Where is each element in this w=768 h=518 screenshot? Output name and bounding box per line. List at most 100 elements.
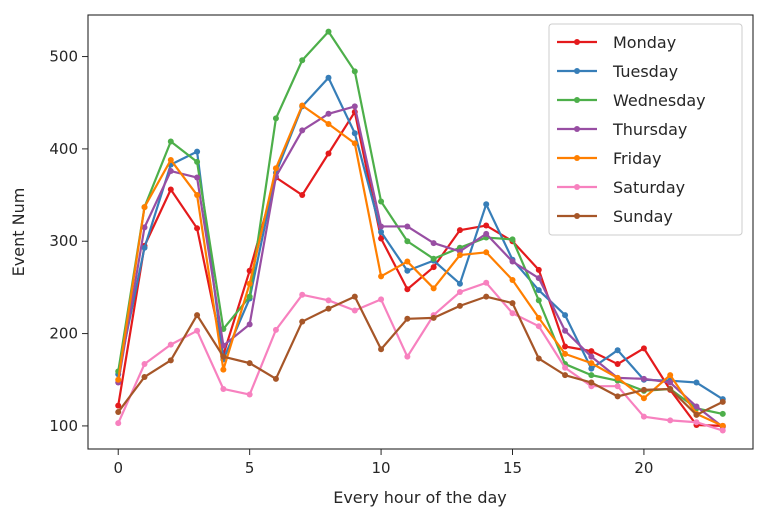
data-point-tuesday — [693, 379, 700, 386]
legend-box — [548, 23, 743, 236]
data-point-sunday — [483, 293, 490, 300]
data-point-sunday — [378, 346, 385, 353]
data-point-thursday — [141, 224, 148, 231]
data-point-saturday — [378, 296, 385, 303]
data-point-thursday — [483, 230, 490, 237]
data-point-wednesday — [588, 372, 595, 379]
data-point-sunday — [272, 375, 279, 382]
data-point-tuesday — [535, 287, 542, 294]
data-point-tuesday — [588, 365, 595, 372]
data-point-monday — [456, 227, 463, 234]
data-point-friday — [194, 192, 201, 199]
data-point-thursday — [640, 375, 647, 382]
data-point-thursday — [220, 342, 227, 349]
legend-label-wednesday: Wednesday — [613, 91, 706, 110]
data-point-thursday — [562, 327, 569, 334]
data-point-friday — [509, 277, 516, 284]
data-point-saturday — [246, 391, 253, 398]
data-point-thursday — [299, 127, 306, 134]
data-point-wednesday — [299, 57, 306, 64]
data-point-sunday — [404, 315, 411, 322]
legend-label-monday: Monday — [613, 33, 676, 52]
data-point-sunday — [667, 385, 674, 392]
data-point-sunday — [141, 373, 148, 380]
y-axis-label: Event Num — [9, 188, 28, 277]
data-point-tuesday — [614, 347, 621, 354]
data-point-sunday — [588, 379, 595, 386]
data-point-sunday — [562, 372, 569, 379]
x-axis-ticks: 0 5 10 15 20 — [113, 449, 653, 477]
data-point-friday — [141, 204, 148, 211]
legend-label-sunday: Sunday — [613, 207, 673, 226]
data-point-wednesday — [430, 255, 437, 262]
data-point-saturday — [614, 383, 621, 390]
data-point-monday — [640, 345, 647, 352]
data-point-sunday — [509, 300, 516, 307]
data-point-tuesday — [194, 148, 201, 155]
data-point-friday — [719, 422, 726, 429]
data-point-saturday — [115, 420, 122, 427]
x-tick-label: 5 — [245, 459, 255, 477]
data-point-thursday — [351, 103, 358, 110]
series-line-tuesday — [117, 76, 724, 401]
data-point-saturday — [535, 323, 542, 330]
legend-marker-tuesday — [574, 68, 580, 74]
data-point-wednesday — [404, 238, 411, 245]
data-point-sunday — [456, 302, 463, 309]
data-point-saturday — [719, 427, 726, 434]
data-point-monday — [325, 150, 332, 157]
data-point-saturday — [272, 326, 279, 333]
series-line-thursday — [117, 105, 724, 428]
legend-marker-thursday — [574, 126, 580, 132]
data-point-thursday — [378, 223, 385, 230]
data-point-friday — [667, 372, 674, 379]
data-point-friday — [640, 395, 647, 402]
series-layer — [115, 28, 726, 434]
data-point-wednesday — [272, 115, 279, 122]
data-point-saturday — [483, 279, 490, 286]
data-point-saturday — [351, 307, 358, 314]
data-point-sunday — [640, 386, 647, 393]
data-point-tuesday — [562, 312, 569, 319]
data-point-saturday — [194, 327, 201, 334]
data-point-wednesday — [509, 236, 516, 243]
x-axis-label: Every hour of the day — [333, 488, 507, 507]
data-point-friday — [167, 156, 174, 163]
data-point-sunday — [614, 393, 621, 400]
data-point-monday — [115, 402, 122, 409]
data-point-saturday — [167, 341, 174, 348]
data-point-wednesday — [167, 138, 174, 145]
data-point-sunday — [246, 360, 253, 367]
data-point-monday — [167, 186, 174, 193]
y-tick-label: 300 — [49, 232, 78, 250]
data-point-friday — [430, 285, 437, 292]
legend-marker-monday — [574, 39, 580, 45]
data-point-wednesday — [246, 293, 253, 300]
data-point-thursday — [404, 223, 411, 230]
y-tick-label: 200 — [49, 325, 78, 343]
data-point-tuesday — [483, 201, 490, 208]
legend-marker-wednesday — [574, 97, 580, 103]
data-point-thursday — [167, 168, 174, 175]
data-point-thursday — [509, 258, 516, 265]
data-point-wednesday — [194, 158, 201, 165]
data-point-sunday — [167, 357, 174, 364]
legend: Monday Tuesday Wednesday Thursday Friday Satu… — [548, 23, 743, 236]
data-point-monday — [614, 361, 621, 368]
data-point-tuesday — [325, 74, 332, 81]
data-point-tuesday — [141, 244, 148, 251]
series-line-saturday — [117, 281, 724, 432]
data-point-wednesday — [719, 410, 726, 417]
legend-marker-sunday — [574, 213, 580, 219]
data-point-tuesday — [404, 267, 411, 274]
data-point-saturday — [141, 361, 148, 368]
legend-label-saturday: Saturday — [613, 178, 685, 197]
data-point-saturday — [299, 291, 306, 298]
data-point-monday — [588, 348, 595, 355]
series-line-friday — [117, 104, 724, 428]
data-point-friday — [483, 249, 490, 256]
data-point-thursday — [667, 379, 674, 386]
data-point-saturday — [220, 385, 227, 392]
data-point-monday — [562, 343, 569, 350]
